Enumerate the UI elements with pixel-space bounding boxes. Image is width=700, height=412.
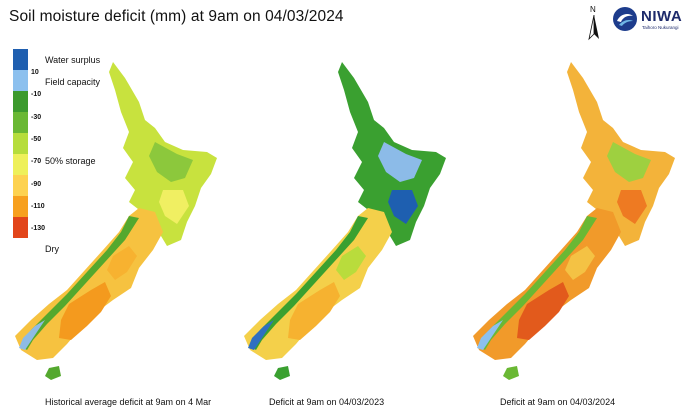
map-panel-2023	[234, 50, 470, 395]
logo-brand: NIWA	[641, 8, 683, 25]
si-core	[288, 282, 340, 340]
legend-swatch	[13, 70, 28, 91]
north-arrow-icon	[588, 15, 599, 41]
nz-map	[15, 62, 217, 380]
legend-swatch	[13, 217, 28, 238]
legend-swatch	[13, 154, 28, 175]
ni-patch	[159, 190, 189, 224]
legend-tick: -130	[31, 225, 46, 232]
ni-patch	[378, 142, 422, 182]
stewart-island	[503, 366, 519, 380]
nz-map	[244, 62, 446, 380]
ni-patch	[388, 190, 418, 224]
map-title: Soil moisture deficit (mm) at 9am on 04/…	[9, 8, 344, 25]
niwa-logo-icon	[613, 7, 637, 31]
si-coast	[477, 320, 503, 350]
legend-swatch	[13, 49, 28, 70]
si-coast	[248, 320, 274, 350]
legend-tick: -30	[31, 114, 42, 121]
map-caption: Historical average deficit at 9am on 4 M…	[45, 397, 212, 407]
legend-category: 50% storage	[45, 156, 96, 166]
map-caption: Deficit at 9am on 04/03/2023	[269, 397, 385, 407]
legend-tick: -110	[31, 203, 45, 210]
niwa-logo: NIWA Taihoro Nukurangi	[612, 4, 696, 34]
ni-patch	[149, 142, 193, 182]
si-core	[336, 246, 366, 280]
si-core	[59, 282, 111, 340]
si-core	[107, 246, 137, 280]
legend-category: Field capacity	[45, 77, 101, 87]
south-island	[15, 208, 163, 360]
south-island	[473, 208, 621, 360]
legend-tick: -90	[31, 181, 42, 188]
legend-swatch	[13, 91, 28, 112]
si-core	[565, 246, 595, 280]
legend-swatch	[13, 112, 28, 133]
map-panel-2024	[463, 50, 699, 395]
si-west-band	[479, 216, 597, 350]
si-core	[517, 282, 569, 340]
map-panel-historical	[5, 50, 241, 395]
north-label: N	[590, 5, 596, 14]
south-island	[244, 208, 392, 360]
si-coast	[19, 320, 45, 350]
legend-tick: -50	[31, 136, 42, 143]
stewart-island	[45, 366, 61, 380]
ni-patch	[607, 142, 651, 182]
legend-swatch	[13, 175, 28, 196]
legend-swatch	[13, 196, 28, 217]
colour-legend	[13, 49, 28, 238]
north-arrow: N	[587, 5, 601, 41]
legend-tick: -70	[31, 158, 42, 165]
map-caption: Deficit at 9am on 04/03/2024	[500, 397, 616, 407]
si-west-band	[21, 216, 139, 350]
stewart-island	[274, 366, 290, 380]
legend-swatch	[13, 133, 28, 154]
legend-category: Dry	[45, 244, 59, 254]
si-west-band	[250, 216, 368, 350]
logo-subtitle: Taihoro Nukurangi	[642, 25, 679, 30]
nz-map	[473, 62, 675, 380]
ni-patch	[617, 190, 647, 224]
legend-tick: -10	[31, 91, 42, 98]
legend-category: Water surplus	[45, 55, 101, 65]
legend-tick: 10	[31, 69, 39, 76]
